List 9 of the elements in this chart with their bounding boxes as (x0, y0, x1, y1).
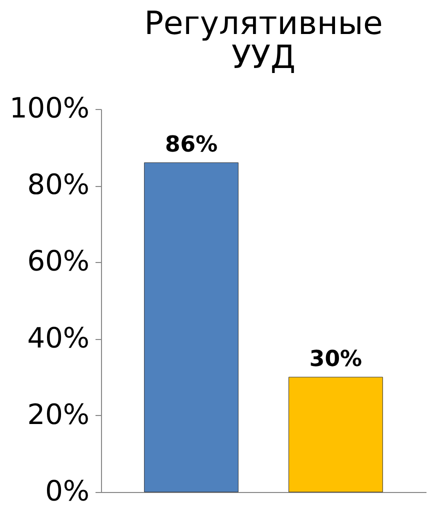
y-tick-label: 60% (27, 244, 90, 278)
data-label: 86% (164, 132, 218, 158)
y-tick-label: 0% (45, 474, 90, 508)
y-tick-label: 80% (27, 168, 90, 202)
chart-title: Регулятивные УУД (144, 4, 383, 76)
y-tick-label: 40% (27, 321, 90, 354)
data-label: 30% (309, 347, 362, 372)
y-tick-label: 20% (27, 398, 90, 431)
y-tick-label: 100% (9, 92, 90, 124)
